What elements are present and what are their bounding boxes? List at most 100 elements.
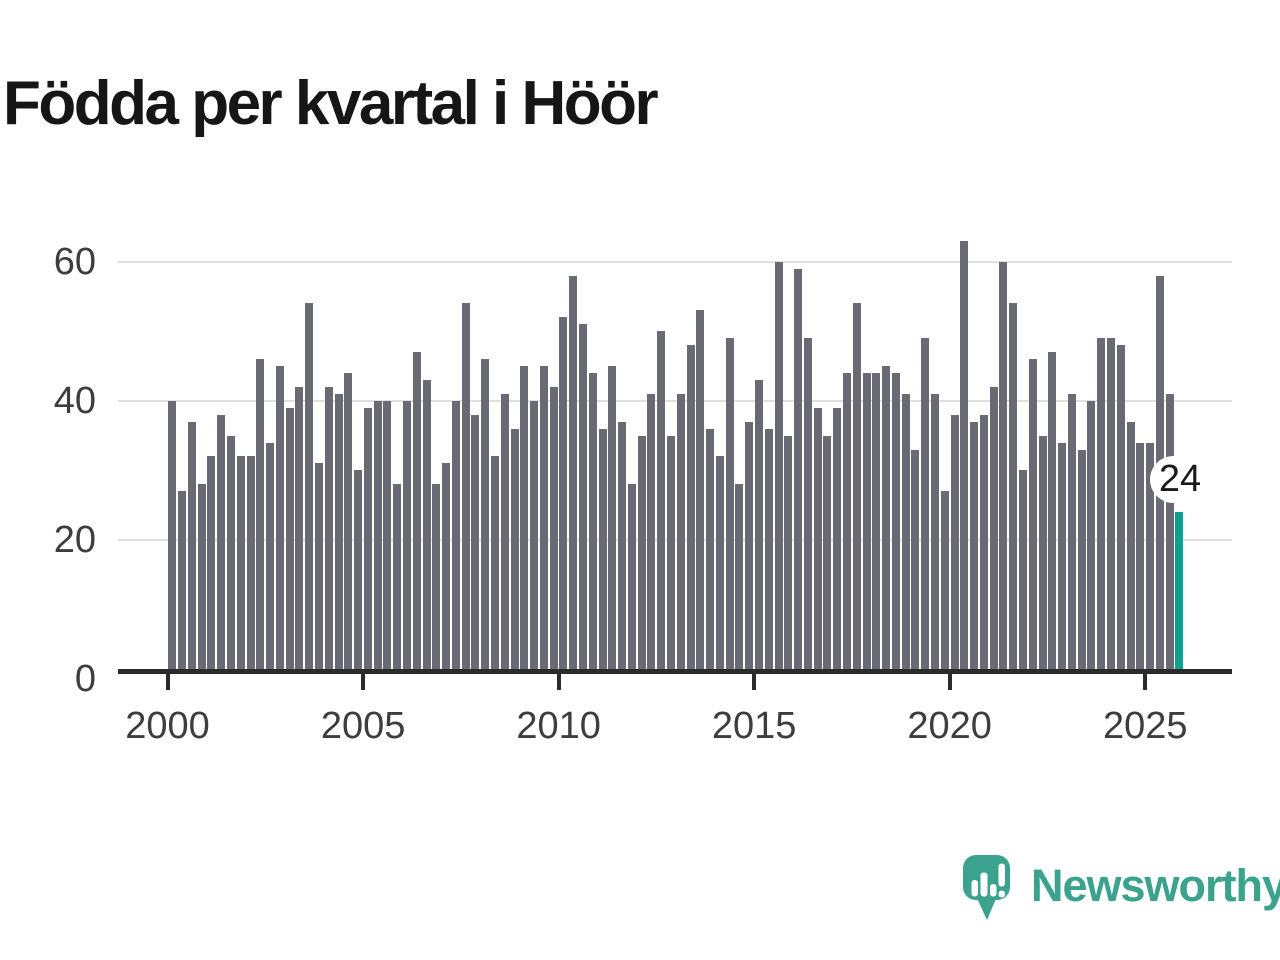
bar: [1116, 345, 1125, 674]
brand-footer: Newsworthy: [962, 854, 1280, 926]
x-axis-tick: [556, 674, 561, 690]
bar: [901, 393, 910, 674]
x-axis-line: [118, 669, 1232, 674]
bar: [471, 414, 480, 674]
bar: [1107, 338, 1116, 674]
bar: [569, 275, 578, 674]
bar: [1165, 393, 1174, 674]
bar: [363, 407, 372, 674]
bar: [725, 338, 734, 674]
bar: [588, 373, 597, 674]
bar: [256, 359, 265, 674]
bar: [891, 373, 900, 674]
bar: [803, 338, 812, 674]
bar: [491, 456, 500, 674]
bar: [813, 407, 822, 674]
bar: [520, 366, 529, 674]
chart-title: Födda per kvartal i Höör: [3, 68, 659, 138]
bar: [481, 359, 490, 674]
x-axis-tick: [947, 674, 952, 690]
bar: [823, 435, 832, 674]
bar: [706, 428, 715, 674]
bar: [530, 400, 539, 674]
bar: [559, 317, 568, 674]
x-axis-tick-label: 2015: [711, 705, 797, 747]
bar: [579, 324, 588, 674]
bar: [227, 435, 236, 674]
bar: [1048, 352, 1057, 674]
bar: [852, 303, 861, 674]
bar: [549, 386, 558, 674]
bar: [1126, 421, 1135, 674]
bar: [207, 456, 216, 674]
x-axis-tick-label: 2010: [516, 705, 601, 747]
bar: [412, 352, 421, 674]
bar: [950, 414, 959, 674]
bar: [1097, 338, 1106, 674]
bar: [451, 400, 460, 674]
bar: [999, 261, 1008, 674]
bar: [784, 435, 793, 674]
bar: [373, 400, 382, 674]
bar: [461, 303, 470, 674]
bar: [393, 484, 402, 674]
bar: [686, 345, 695, 674]
bar: [843, 373, 852, 674]
bar: [275, 366, 284, 674]
gridline-y60: [118, 260, 1232, 263]
last-value-label: 24: [1158, 458, 1202, 500]
bar: [217, 414, 226, 674]
bar: [979, 414, 988, 674]
y-axis-tick-label: 0: [74, 658, 96, 700]
bar: [1087, 400, 1096, 674]
bar: [295, 386, 304, 674]
x-axis-tick-label: 2025: [1103, 705, 1188, 747]
bar: [608, 366, 617, 674]
bar: [1136, 442, 1145, 674]
bar: [647, 393, 656, 674]
y-axis-tick-label: 20: [53, 518, 96, 561]
bar: [510, 428, 519, 674]
bar: [618, 421, 627, 674]
bar: [764, 428, 773, 674]
bar: [970, 421, 979, 674]
last-value-annotation: 24: [1150, 456, 1202, 503]
bar: [1058, 442, 1067, 674]
bar: [862, 373, 871, 674]
newsworthy-logo-icon: [963, 855, 1010, 920]
bar: [266, 442, 275, 674]
bar: [334, 393, 343, 674]
bar: [403, 400, 412, 674]
bar-latest-quarter: [1175, 512, 1184, 674]
bar: [627, 484, 636, 674]
y-axis-tick-label: 40: [53, 379, 96, 422]
bar: [667, 435, 676, 674]
bar: [911, 449, 920, 674]
x-axis-tick: [752, 674, 757, 690]
bar: [931, 393, 940, 674]
bar: [1067, 393, 1076, 674]
brand-name: Newsworthy: [1031, 860, 1280, 911]
bar: [745, 421, 754, 674]
bar: [344, 373, 353, 674]
bar: [539, 366, 548, 674]
bar: [315, 463, 324, 674]
bar: [657, 331, 666, 675]
x-axis-tick: [1143, 674, 1148, 690]
x-axis-tick-label: 2020: [907, 705, 992, 747]
bar: [442, 463, 451, 674]
x-axis-tick-label: 2000: [125, 705, 210, 747]
bar: [324, 386, 333, 674]
x-axis-tick-label: 2005: [320, 705, 406, 747]
bar: [989, 386, 998, 674]
bar: [432, 484, 441, 674]
bar: [882, 366, 891, 674]
bar: [168, 400, 177, 674]
bar: [197, 484, 206, 674]
bar: [187, 421, 196, 674]
bar: [921, 338, 930, 674]
bar: [755, 379, 764, 674]
bar: [1028, 359, 1037, 674]
